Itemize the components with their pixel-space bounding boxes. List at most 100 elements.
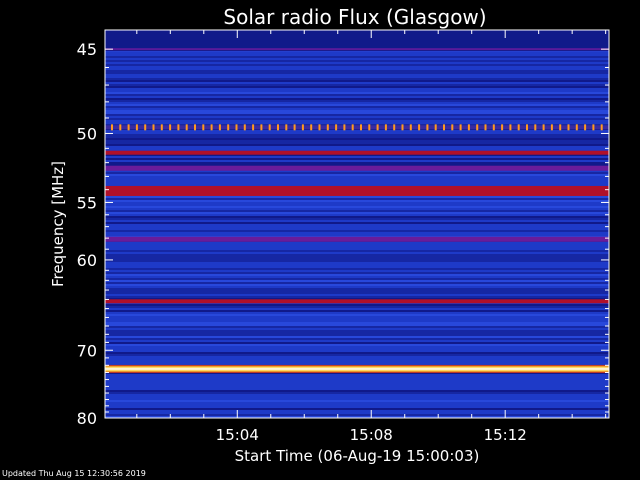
heatmap-burst-dot [318, 124, 321, 131]
heatmap-row [105, 70, 609, 72]
y-axis-label: Frequency [MHz] [49, 161, 67, 287]
heatmap-burst-dot [177, 124, 180, 131]
heatmap-row [105, 290, 609, 292]
heatmap-row [105, 372, 609, 374]
heatmap-row [105, 60, 609, 62]
heatmap-burst-dot [202, 124, 205, 131]
heatmap-burst-dot [426, 124, 429, 131]
heatmap-row [105, 288, 609, 290]
heatmap-row [105, 80, 609, 82]
heatmap-burst-dot [584, 124, 587, 131]
y-tick-label: 80 [77, 409, 97, 428]
heatmap-row [105, 256, 609, 258]
heatmap-burst-dot [443, 124, 445, 131]
heatmap-row [105, 174, 609, 176]
heatmap-burst-dot [227, 124, 230, 131]
heatmap-burst-dot [135, 124, 138, 131]
heatmap-burst-dot [210, 124, 213, 131]
heatmap-burst-dot [434, 124, 437, 131]
heatmap-row [105, 144, 609, 146]
heatmap-burst-dot [335, 124, 338, 131]
heatmap-burst-dot [401, 124, 404, 131]
heatmap-row [105, 336, 609, 338]
heatmap-burst-dot [534, 124, 537, 131]
heatmap-burst-dot [567, 124, 570, 131]
updated-timestamp: Updated Thu Aug 15 12:30:56 2019 [2, 469, 146, 478]
x-axis: 15:04 15:08 15:12 [136, 30, 607, 444]
heatmap-burst-dot [343, 124, 346, 131]
heatmap-row [105, 338, 609, 340]
heatmap-row [105, 254, 609, 256]
heatmap-row [105, 200, 609, 202]
heatmap-row [105, 140, 609, 142]
heatmap-burst-dot [152, 124, 155, 131]
heatmap-band [105, 236, 609, 242]
heatmap-row [105, 310, 609, 312]
heatmap-row [105, 162, 609, 164]
heatmap-row [105, 64, 609, 66]
heatmap-burst-dot [169, 124, 172, 131]
heatmap-row [105, 296, 609, 298]
heatmap-row [105, 330, 609, 332]
heatmap-burst-dot [501, 124, 504, 131]
heatmap-band [105, 150, 609, 155]
heatmap-row [105, 100, 609, 102]
heatmap-row [105, 114, 609, 116]
heatmap-row [105, 400, 609, 402]
plot-frame [104, 29, 610, 419]
heatmap-row [105, 272, 609, 274]
heatmap-burst-dot [559, 124, 562, 131]
heatmap-row [105, 98, 609, 100]
heatmap-burst-dot [360, 124, 362, 131]
heatmap-row [105, 212, 609, 214]
heatmap-row [105, 344, 609, 346]
chart-title: Solar radio Flux (Glasgow) [223, 5, 486, 29]
x-axis-label: Start Time (06-Aug-19 15:00:03) [235, 447, 480, 465]
heatmap-row [105, 94, 609, 96]
heatmap-row [105, 282, 609, 284]
heatmap-band-45 [105, 48, 609, 51]
heatmap-row [105, 390, 609, 392]
heatmap-row [105, 280, 609, 282]
heatmap-row [105, 354, 609, 356]
heatmap-burst-dot [194, 124, 196, 131]
heatmap-row [105, 164, 609, 166]
heatmap-row [105, 408, 609, 410]
heatmap-burst-dot [418, 124, 421, 131]
heatmap-burst-dot [160, 124, 163, 131]
heatmap-burst-dot [451, 124, 454, 131]
heatmap-burst-dot [467, 124, 470, 131]
heatmap-burst-dot [235, 124, 238, 131]
heatmap-burst-dot [492, 124, 495, 131]
heatmap-row [105, 134, 609, 136]
heatmap-burst-dot [476, 124, 479, 131]
heatmap-row [105, 306, 609, 308]
heatmap-burst-dot [600, 124, 603, 131]
heatmap-row [105, 118, 609, 120]
y-tick-label: 70 [77, 341, 97, 360]
y-axis: 45 50 55 60 70 80 [77, 40, 609, 428]
heatmap-row [105, 278, 609, 280]
heatmap-band [105, 299, 609, 304]
heatmap-row [105, 274, 609, 276]
heatmap-row [105, 258, 609, 260]
heatmap-row [105, 104, 609, 106]
x-tick-label: 15:12 [484, 426, 527, 444]
heatmap-row [105, 92, 609, 94]
heatmap-row [105, 56, 609, 58]
heatmap-burst-dot [550, 124, 553, 131]
heatmap-burst-dot [459, 124, 462, 131]
heatmap-row [105, 158, 609, 160]
heatmap-row [105, 206, 609, 208]
heatmap-burst-dot [119, 124, 122, 131]
heatmap-band [105, 165, 609, 171]
heatmap-burst-dot [484, 124, 487, 131]
heatmap-burst-dot [277, 124, 279, 131]
heatmap-row [105, 416, 609, 418]
heatmap-band [105, 185, 609, 196]
heatmap-burst-dot [509, 124, 512, 131]
heatmap-row [105, 198, 609, 200]
heatmap-burst-dot [127, 124, 130, 131]
heatmap-row [105, 332, 609, 334]
